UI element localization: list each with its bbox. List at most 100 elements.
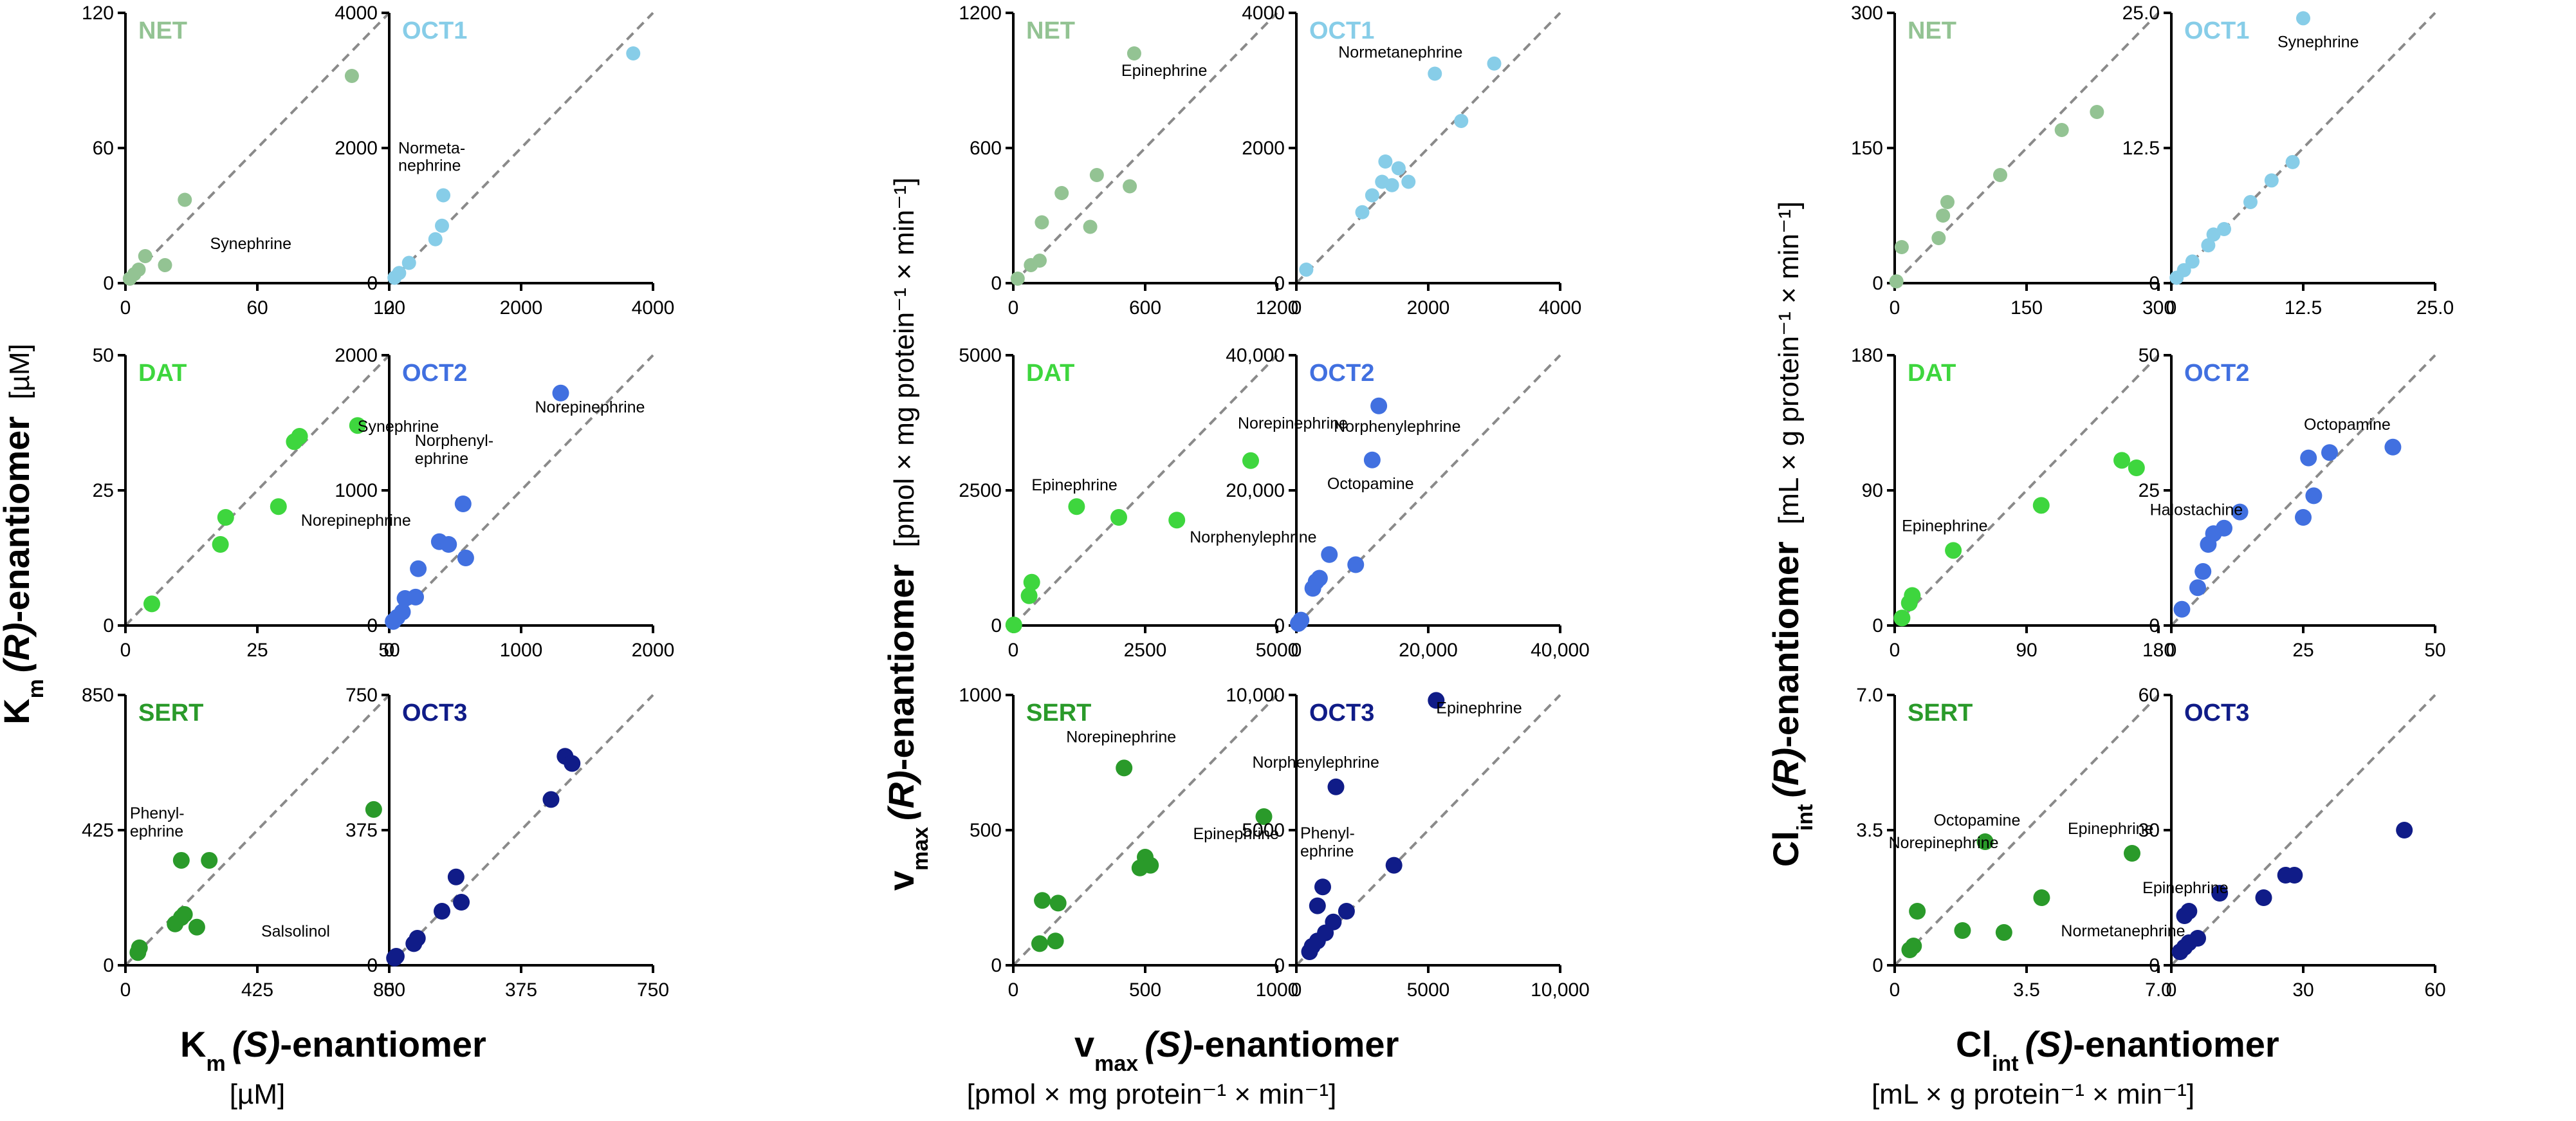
- panel-title: NET: [1026, 17, 1075, 44]
- y-tick-label: 0: [991, 273, 1002, 294]
- data-point: [2189, 579, 2206, 597]
- panel-title: OCT1: [1309, 17, 1374, 44]
- chart-panel-vmax-oct2: 00 20,000 20,000 40,000 40,000 OCT2 Norphenyle…: [1226, 345, 1590, 661]
- data-point: [291, 428, 308, 445]
- y-tick-label: 0: [103, 955, 114, 976]
- data-point: [435, 218, 449, 233]
- point-annotation: Norphenylephrine: [1334, 418, 1460, 436]
- data-point: [1123, 179, 1137, 194]
- point-annotation: Octopamine: [1934, 811, 2021, 829]
- x-title-italic: (S): [1145, 1024, 1193, 1064]
- y-tick-label: 0: [991, 615, 1002, 636]
- data-point: [410, 560, 427, 577]
- data-point: [2033, 889, 2050, 906]
- x-tick-label: 750: [637, 979, 669, 1001]
- y-tick-label: 30: [2139, 820, 2160, 841]
- data-point: [2054, 123, 2069, 137]
- data-point: [1309, 897, 1326, 914]
- data-point: [1909, 903, 1926, 920]
- y-title-sub: int: [1793, 804, 1817, 831]
- y-tick-label: 0: [1872, 273, 1883, 294]
- data-point: [1347, 556, 1365, 573]
- y-tick-label: 500: [970, 820, 1002, 841]
- x-tick-label: 0: [1890, 640, 1900, 661]
- data-point: [2384, 438, 2402, 456]
- x-tick-label: 5000: [1256, 640, 1299, 661]
- data-point: [1945, 542, 1962, 559]
- chart-panel-clint-oct1: 00 12.5 12.5 25.0 25.0 OCT1 Synephrine: [2122, 3, 2454, 319]
- y-tick-label: 1200: [959, 3, 1002, 24]
- data-point: [1068, 498, 1085, 515]
- data-point: [1321, 546, 1338, 563]
- data-point: [1023, 573, 1040, 591]
- x-tick-label: 4000: [632, 297, 675, 319]
- data-point: [158, 258, 172, 272]
- x-tick-label: 0: [1008, 640, 1019, 661]
- x-tick-label: 0: [120, 640, 131, 661]
- y-tick-label: 40,000: [1226, 345, 1285, 366]
- data-point: [2295, 509, 2312, 526]
- data-point: [2090, 105, 2104, 119]
- y-tick-label: 0: [1274, 615, 1285, 636]
- data-point: [2216, 519, 2232, 537]
- y-tick-label: 60: [93, 138, 114, 159]
- y-tick-label: 2000: [1242, 138, 1285, 159]
- data-point: [409, 930, 426, 947]
- point-annotation: Norepinephrine: [301, 512, 411, 530]
- data-point: [1905, 938, 1922, 954]
- data-point: [454, 496, 472, 512]
- data-point: [401, 255, 416, 270]
- data-point: [1976, 833, 1994, 850]
- x-title-italic: (S): [232, 1024, 281, 1064]
- x-title-sub: m: [206, 1052, 225, 1076]
- x-tick-label: 0: [1008, 297, 1019, 319]
- panel-title: NET: [138, 17, 187, 44]
- y-tick-label: 0: [1872, 955, 1883, 976]
- data-point: [2180, 903, 2198, 920]
- x-axis-title-2: Clint (S)-enantiomer: [1956, 1024, 2279, 1076]
- x-tick-label: 0: [120, 297, 131, 319]
- point-annotation: Normeta-: [398, 140, 465, 158]
- data-point: [2173, 600, 2191, 618]
- point-annotation: Epinephrine: [1121, 62, 1207, 80]
- x-tick-label: 180: [2142, 640, 2175, 661]
- data-point: [2185, 254, 2200, 269]
- x-tick-label: 2000: [1407, 297, 1450, 319]
- data-point: [201, 851, 218, 869]
- data-point: [1428, 66, 1442, 81]
- y-title-rest: -enantiomer: [0, 416, 37, 623]
- x-tick-label: 0: [120, 979, 131, 1001]
- y-tick-label: 1000: [335, 480, 378, 501]
- panel-title: DAT: [138, 360, 187, 387]
- point-annotation: Norepinephrine: [1889, 834, 1999, 852]
- y-axis-title-2: Clint (R)-enantiomer [mL × g protein⁻¹ × …: [1765, 201, 1817, 867]
- identity-line: [1893, 694, 2160, 967]
- data-point: [387, 948, 405, 965]
- x-title-italic: (S): [2025, 1024, 2074, 1064]
- y-axis-unit: [mL × g protein⁻¹ × min⁻¹]: [1773, 201, 1805, 532]
- identity-line: [388, 694, 654, 967]
- identity-line: [124, 354, 391, 627]
- y-title-sub: m: [24, 679, 48, 698]
- data-point: [344, 69, 359, 83]
- x-title-main: K: [180, 1024, 206, 1064]
- data-point: [2296, 11, 2310, 26]
- data-point: [436, 188, 451, 203]
- point-annotation: Octopamine: [2304, 416, 2391, 434]
- data-point: [2255, 889, 2272, 906]
- data-point: [407, 588, 424, 606]
- x-tick-label: 0: [1291, 640, 1302, 661]
- y-axis-title-0: Km (R)-enantiomer [µM]: [0, 344, 48, 725]
- x-tick-label: 10,000: [1531, 979, 1590, 1001]
- y-title-main: Cl: [1765, 831, 1806, 867]
- data-point: [217, 509, 234, 526]
- y-tick-label: 2000: [335, 138, 378, 159]
- point-annotation: Norepinephrine: [535, 398, 645, 416]
- data-point: [542, 791, 560, 808]
- identity-line: [1295, 354, 1561, 627]
- y-tick-label: 4000: [335, 3, 378, 24]
- panel-title: NET: [1908, 17, 1956, 44]
- panel-title: OCT2: [2184, 360, 2249, 387]
